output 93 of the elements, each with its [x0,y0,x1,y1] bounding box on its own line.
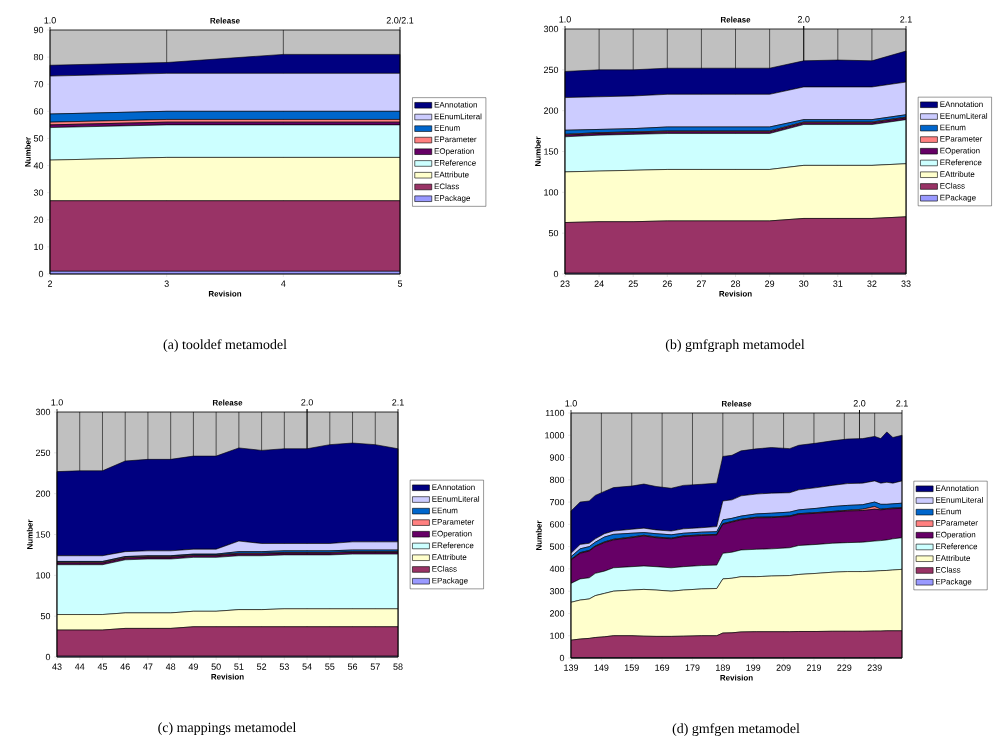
y-tick-label: 10 [34,243,44,251]
x-tick-label: 32 [867,280,877,287]
y-tick-label: 30 [33,189,44,196]
y-tick-label: 50 [33,135,44,142]
x-tick-label: 56 [347,663,358,670]
x-tick-label: 49 [188,663,198,670]
text: 2.1 [900,16,912,23]
x-tick-label: 58 [393,663,403,670]
text: (d) gmfgen metamodel [672,723,800,737]
y-tick-label: 800 [549,476,565,483]
text: 2.1 [392,399,404,406]
y-tick-label: 0 [38,270,44,278]
y-tick-label: 50 [40,612,51,620]
x-tick-label: 50 [211,663,221,670]
x-tick-label: 219 [806,664,821,671]
y-tick-label: 300 [35,408,51,416]
x-tick-label: 229 [837,664,852,671]
x-tick-label: 25 [628,280,638,287]
x-tick-label: 33 [901,280,911,287]
x-tick-label: 5 [397,280,403,287]
text: 1.0 [559,16,571,23]
x-tick-label: 169 [655,664,670,671]
y-tick-label: 250 [543,66,559,74]
x-tick-label: 159 [624,664,639,671]
x-tick-label: 31 [833,280,843,287]
x-tick-label: 45 [97,663,108,670]
x-tick-label: 199 [746,664,761,671]
x-tick-label: 209 [776,664,791,671]
y-tick-label: 600 [549,521,565,528]
y-tick-label: 200 [35,490,51,497]
y-tick-label: 100 [550,632,565,639]
x-tick-label: 28 [730,280,741,287]
x-tick-label: 54 [302,663,312,670]
y-tick-label: 200 [543,107,559,114]
text: 2.0 [853,400,866,407]
x-tick-label: 30 [799,280,809,287]
x-tick-label: 48 [165,663,176,670]
y-tick-label: 20 [33,216,44,223]
y-tick-label: 0 [45,653,51,661]
y-tick-label: 300 [543,25,559,33]
y-tick-label: 80 [33,53,44,61]
y-tick-label: 1100 [545,409,565,417]
y-tick-label: 70 [33,81,44,88]
x-tick-label: 24 [594,280,604,287]
text: 1.0 [565,400,577,407]
y-tick-label: 40 [33,162,44,169]
y-tick-label: 900 [549,454,565,461]
y-tick-label: 200 [549,610,565,617]
x-tick-label: 44 [74,663,85,670]
x-tick-label: 189 [716,664,730,671]
x-tick-label: 51 [234,663,244,670]
y-tick-label: 150 [36,531,51,538]
text: 2.0 [797,16,810,23]
x-tick-label: 55 [325,663,335,670]
y-tick-label: 700 [549,498,565,506]
text: 2.0/2.1 [386,16,414,24]
x-tick-label: 149 [594,664,609,671]
y-tick-label: 50 [548,229,559,237]
y-tick-label: 100 [36,572,51,579]
x-tick-label: 239 [867,664,882,671]
x-tick-label: 46 [120,663,130,670]
y-tick-label: 60 [33,108,44,115]
x-tick-label: 23 [560,280,570,287]
text: (a) tooldef metamodel [163,339,287,352]
text: (c) mappings metamodel [158,722,297,736]
x-tick-label: 2 [47,280,53,287]
y-tick-label: 400 [549,565,565,573]
x-tick-label: 57 [370,663,380,670]
x-tick-label: 27 [696,280,706,287]
text: 2.1 [896,400,908,407]
y-tick-label: 300 [549,588,565,595]
x-tick-label: 53 [279,663,289,670]
y-tick-label: 1000 [545,432,565,439]
text: 1.0 [44,17,56,24]
text: 1.0 [51,399,63,406]
x-tick-label: 29 [765,280,775,287]
x-tick-label: 139 [564,664,579,671]
y-tick-label: 0 [559,654,565,662]
x-tick-label: 47 [143,663,153,670]
x-tick-label: 52 [256,663,267,670]
y-tick-label: 150 [544,148,559,155]
y-tick-label: 100 [544,189,559,196]
y-tick-label: 250 [35,449,51,457]
x-tick-label: 179 [685,664,700,671]
x-tick-label: 43 [52,663,62,670]
x-tick-label: 3 [164,280,169,287]
x-tick-label: 4 [281,280,286,287]
y-tick-label: 90 [33,26,44,34]
text: 2.0 [301,399,313,406]
y-tick-label: 0 [553,270,559,278]
x-tick-label: 26 [662,280,672,287]
y-tick-label: 500 [549,543,565,550]
text: (b) gmfgraph metamodel [665,339,805,353]
